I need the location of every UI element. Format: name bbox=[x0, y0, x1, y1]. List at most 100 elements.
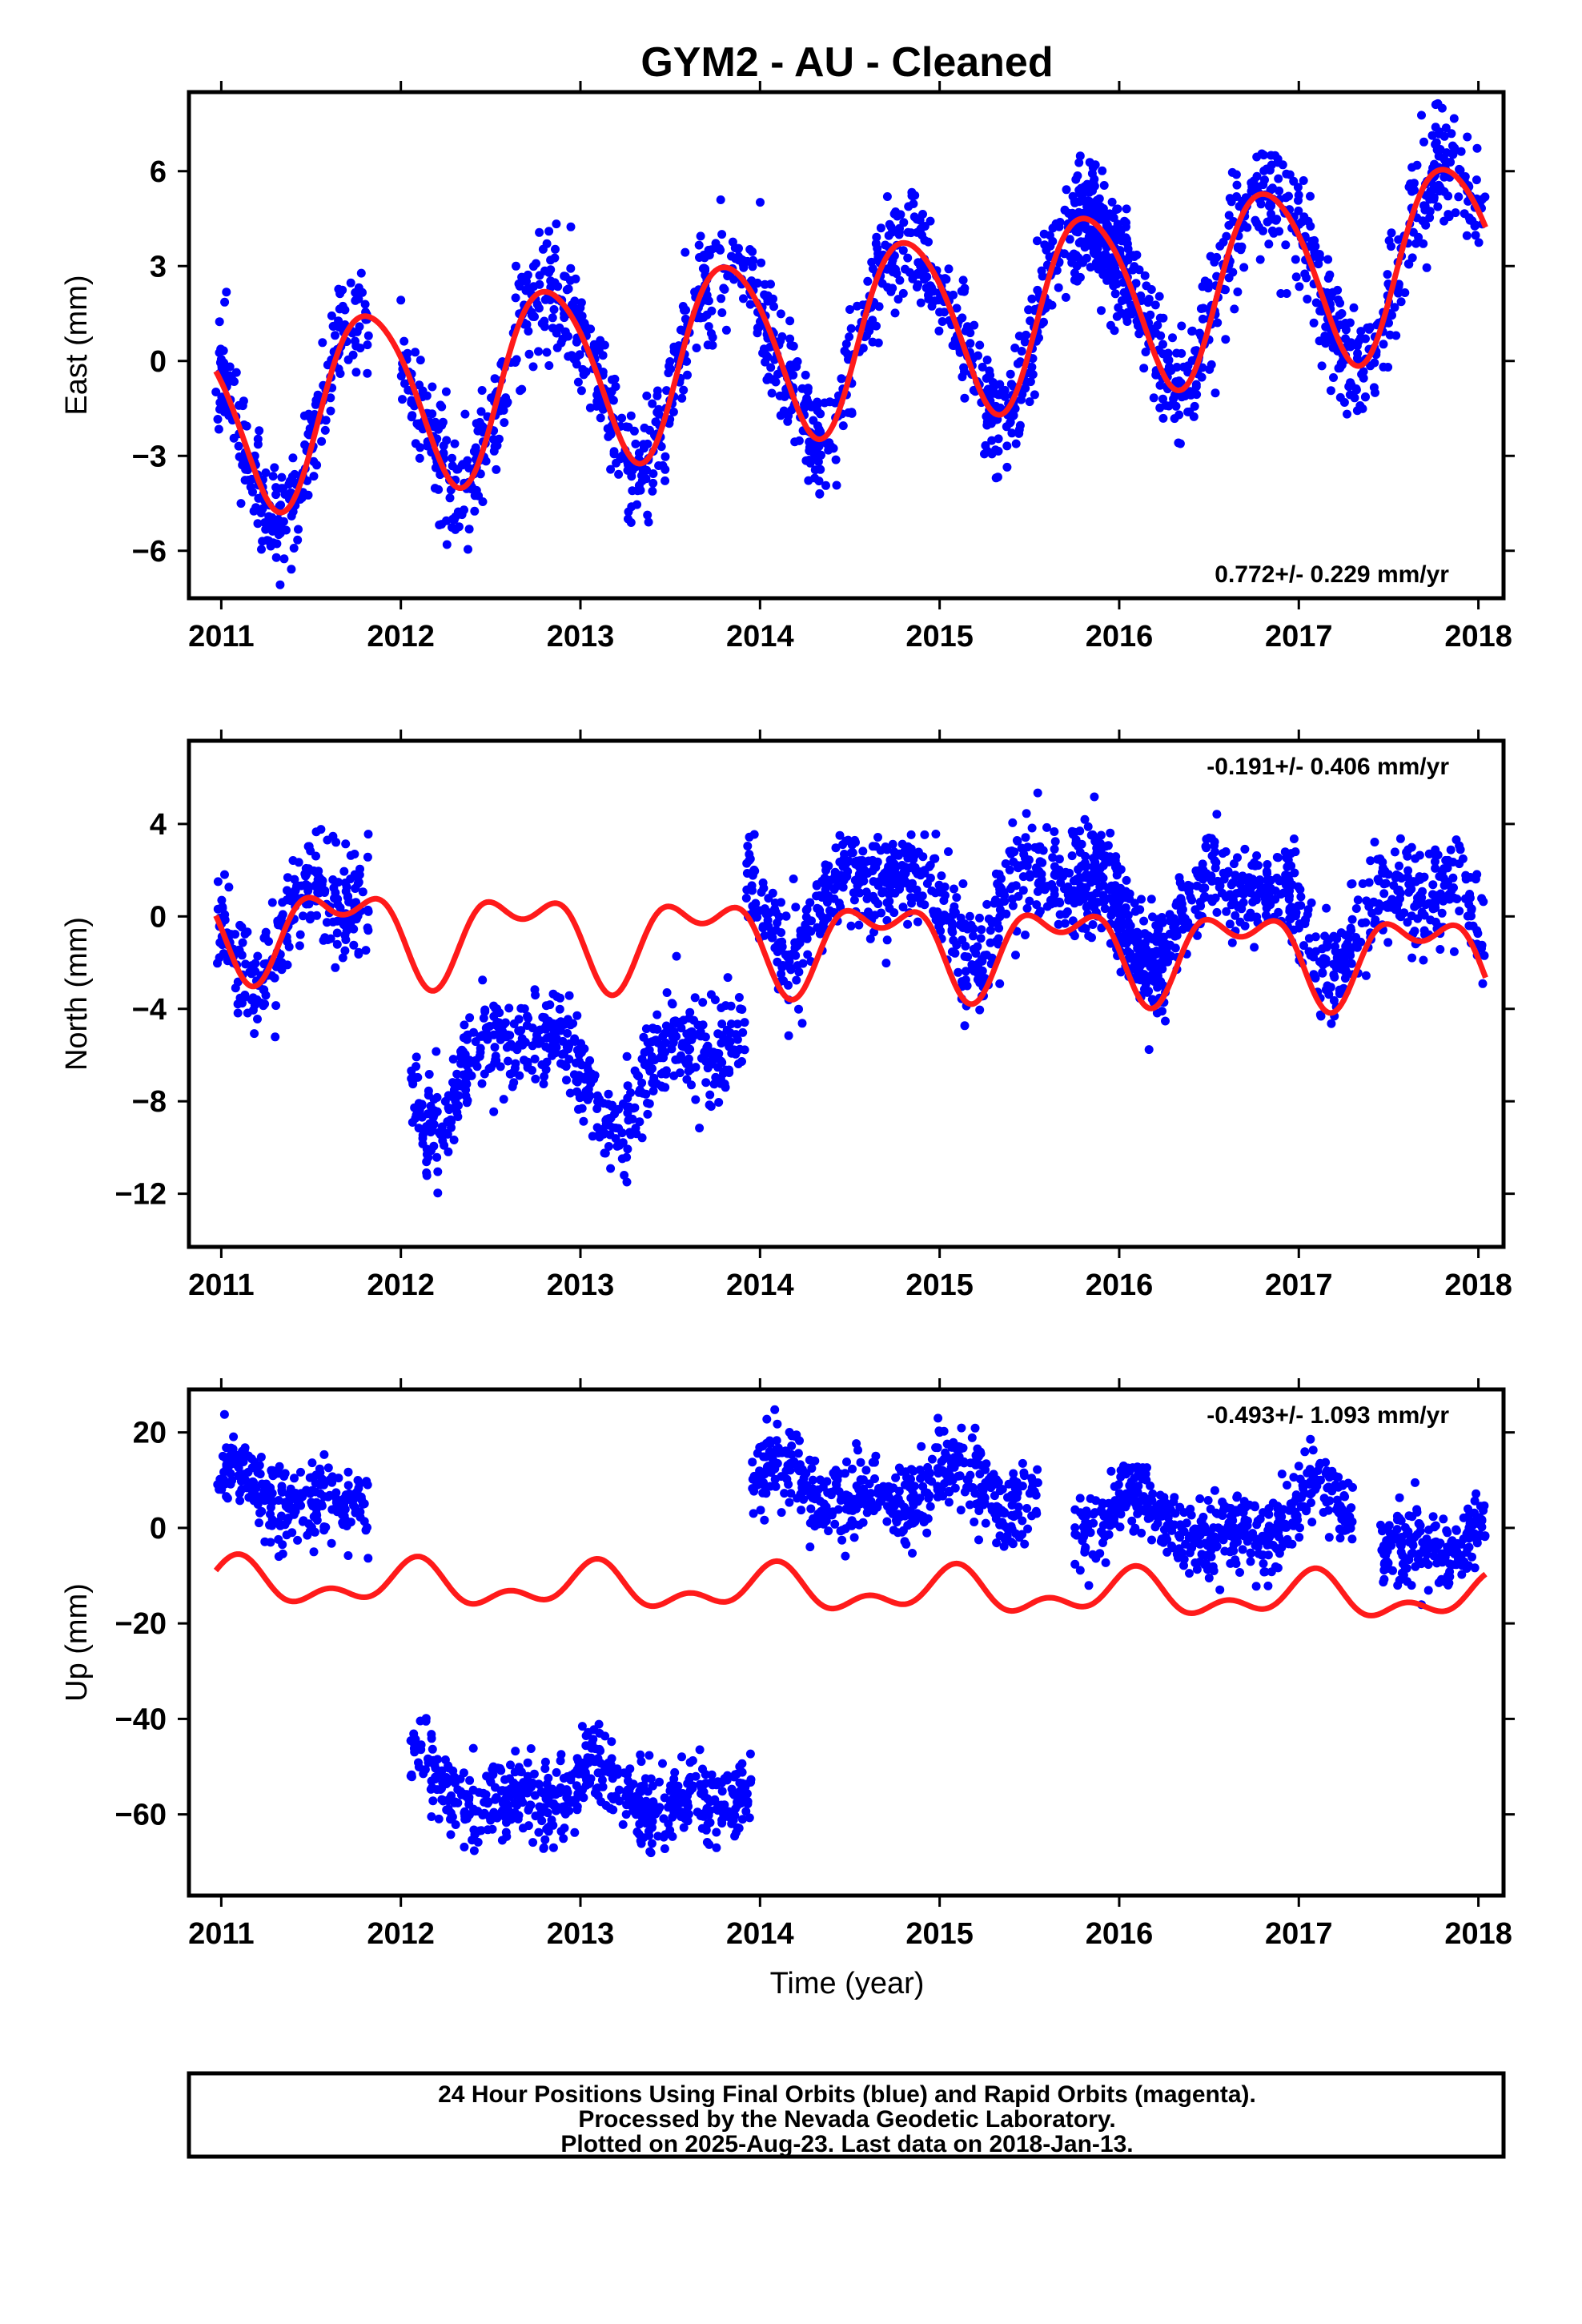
north-point bbox=[673, 1055, 683, 1064]
east-point bbox=[450, 439, 460, 448]
east-point bbox=[1017, 347, 1026, 356]
east-point bbox=[1011, 439, 1021, 448]
up-point bbox=[235, 1489, 244, 1498]
east-x-tick-label: 2017 bbox=[1265, 620, 1333, 653]
up-point bbox=[593, 1791, 603, 1800]
east-point bbox=[624, 507, 633, 517]
east-point bbox=[1321, 333, 1331, 342]
east-point bbox=[683, 370, 692, 380]
east-point bbox=[762, 375, 772, 384]
north-point bbox=[1021, 931, 1030, 939]
north-point bbox=[652, 1010, 662, 1019]
east-point bbox=[792, 362, 801, 372]
east-point bbox=[949, 290, 958, 300]
east-point bbox=[1158, 413, 1168, 423]
north-point bbox=[982, 899, 992, 909]
up-point bbox=[279, 1472, 289, 1481]
east-point bbox=[853, 301, 862, 311]
north-point bbox=[1094, 865, 1104, 875]
east-point bbox=[734, 243, 743, 253]
north-point bbox=[1166, 951, 1176, 961]
north-point bbox=[644, 1045, 654, 1055]
east-point bbox=[809, 448, 818, 457]
east-point bbox=[1284, 191, 1293, 201]
east-point bbox=[1139, 364, 1149, 373]
north-point bbox=[706, 1059, 716, 1069]
north-point bbox=[975, 978, 985, 987]
north-point bbox=[1332, 934, 1342, 943]
up-point bbox=[343, 1551, 353, 1560]
up-point bbox=[255, 1508, 265, 1518]
north-y-tick-label: −12 bbox=[115, 1178, 167, 1212]
east-point bbox=[727, 251, 736, 261]
north-point bbox=[709, 1080, 719, 1089]
north-point bbox=[1153, 983, 1162, 992]
north-point bbox=[412, 1062, 421, 1072]
east-point bbox=[721, 325, 731, 335]
north-point bbox=[641, 1089, 651, 1099]
east-point bbox=[544, 361, 554, 370]
up-point bbox=[291, 1494, 300, 1504]
north-point bbox=[749, 830, 759, 839]
east-point bbox=[343, 355, 353, 364]
east-point bbox=[912, 215, 921, 224]
north-point bbox=[453, 1112, 463, 1121]
east-point bbox=[640, 423, 649, 432]
north-point bbox=[1285, 904, 1295, 913]
north-point bbox=[588, 1132, 597, 1141]
up-point bbox=[607, 1737, 616, 1747]
east-point bbox=[1346, 338, 1355, 348]
north-point bbox=[882, 915, 892, 925]
north-point bbox=[1116, 923, 1126, 932]
north-point bbox=[1166, 912, 1176, 922]
north-point bbox=[1403, 866, 1413, 875]
east-point bbox=[521, 286, 531, 296]
up-point bbox=[319, 1522, 329, 1531]
east-point bbox=[1020, 337, 1030, 347]
north-point bbox=[223, 956, 232, 966]
north-point bbox=[1157, 913, 1166, 922]
east-point bbox=[1349, 303, 1359, 312]
east-point bbox=[1447, 129, 1456, 139]
east-point bbox=[275, 580, 285, 589]
north-point bbox=[449, 1136, 459, 1144]
north-point bbox=[995, 905, 1005, 915]
up-point bbox=[215, 1474, 225, 1484]
north-point bbox=[643, 1109, 652, 1119]
east-point bbox=[1168, 333, 1177, 343]
north-point bbox=[741, 894, 751, 903]
east-point bbox=[1131, 279, 1141, 288]
east-point bbox=[222, 287, 231, 297]
east-point bbox=[598, 404, 608, 414]
east-point bbox=[335, 289, 345, 299]
up-point bbox=[540, 1757, 550, 1767]
east-point bbox=[253, 434, 263, 444]
up-point bbox=[223, 1494, 232, 1503]
north-point bbox=[1431, 863, 1440, 873]
east-point bbox=[728, 237, 737, 247]
north-point bbox=[240, 991, 250, 999]
east-point bbox=[611, 382, 620, 392]
north-point bbox=[544, 1043, 554, 1053]
east-point bbox=[845, 332, 854, 342]
north-point bbox=[1032, 900, 1042, 910]
north-point bbox=[355, 864, 364, 874]
north-point bbox=[849, 895, 859, 905]
east-point bbox=[716, 195, 725, 204]
east-point bbox=[578, 364, 588, 374]
north-point bbox=[1287, 880, 1297, 890]
east-point bbox=[1025, 397, 1034, 407]
north-point bbox=[1144, 987, 1154, 996]
east-point bbox=[1323, 274, 1333, 283]
east-point bbox=[978, 362, 987, 372]
north-panel: 2011 2012 2013 2014 2015 2016 2017 2018−12−8−40… bbox=[60, 730, 1515, 1302]
north-point bbox=[1058, 872, 1068, 881]
north-point bbox=[1276, 890, 1286, 899]
north-point bbox=[705, 1090, 715, 1100]
east-x-tick-label: 2013 bbox=[547, 620, 615, 653]
north-point bbox=[1231, 889, 1241, 899]
north-point bbox=[1413, 914, 1423, 923]
east-point bbox=[1071, 175, 1081, 184]
east-point bbox=[566, 222, 576, 231]
east-point bbox=[1430, 159, 1439, 169]
